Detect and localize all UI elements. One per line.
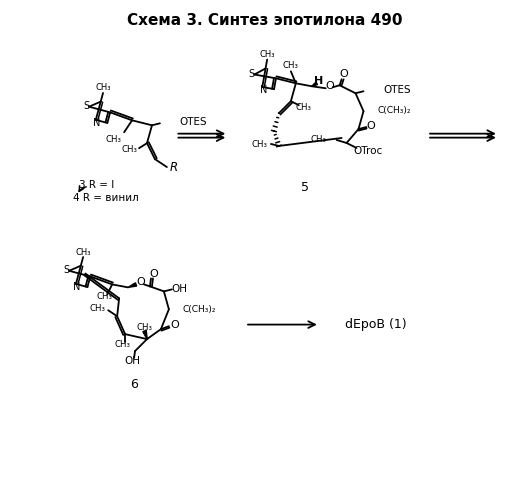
- Text: N: N: [260, 85, 267, 95]
- Text: Схема 3. Синтез эпотилона 490: Схема 3. Синтез эпотилона 490: [127, 13, 403, 28]
- Text: OH: OH: [172, 284, 188, 294]
- Text: N: N: [93, 118, 101, 128]
- Text: CH₃: CH₃: [105, 134, 121, 143]
- Text: CH₃: CH₃: [96, 292, 112, 301]
- Text: O: O: [171, 320, 179, 330]
- Text: O: O: [137, 278, 145, 287]
- Polygon shape: [128, 283, 137, 288]
- Text: 3 R = I: 3 R = I: [79, 180, 114, 190]
- Text: 4 R = винил: 4 R = винил: [73, 194, 139, 203]
- Text: S: S: [249, 68, 254, 78]
- Text: CH₃: CH₃: [283, 61, 299, 70]
- Text: 6: 6: [130, 378, 138, 391]
- Text: OH: OH: [124, 356, 140, 366]
- Text: R: R: [170, 160, 178, 173]
- Text: CH₃: CH₃: [114, 340, 130, 348]
- Text: OTES: OTES: [180, 118, 207, 128]
- Text: CH₃: CH₃: [296, 102, 312, 112]
- Text: 5: 5: [301, 181, 309, 194]
- Text: CH₃: CH₃: [75, 248, 91, 256]
- Text: O: O: [339, 70, 348, 80]
- Text: N: N: [73, 282, 81, 292]
- Text: O: O: [325, 82, 334, 92]
- Polygon shape: [143, 330, 147, 339]
- Text: OTroc: OTroc: [354, 146, 383, 156]
- Text: O: O: [149, 270, 158, 280]
- Text: dEpoB (1): dEpoB (1): [344, 318, 406, 331]
- Text: CH₃: CH₃: [311, 136, 326, 144]
- Text: CH₃: CH₃: [259, 50, 275, 59]
- Text: CH₃: CH₃: [95, 84, 111, 92]
- Text: S: S: [63, 265, 69, 275]
- Text: C(CH₃)₂: C(CH₃)₂: [377, 106, 411, 114]
- Text: S: S: [83, 100, 89, 110]
- Text: O: O: [366, 121, 375, 131]
- Text: CH₃: CH₃: [121, 144, 137, 154]
- Text: CH₃: CH₃: [136, 322, 152, 332]
- Text: C(CH₃)₂: C(CH₃)₂: [183, 305, 216, 314]
- Text: H: H: [314, 76, 323, 86]
- Text: OTES: OTES: [383, 86, 411, 96]
- Polygon shape: [312, 82, 317, 86]
- Text: CH₃: CH₃: [89, 304, 105, 313]
- Text: CH₃: CH₃: [251, 140, 267, 149]
